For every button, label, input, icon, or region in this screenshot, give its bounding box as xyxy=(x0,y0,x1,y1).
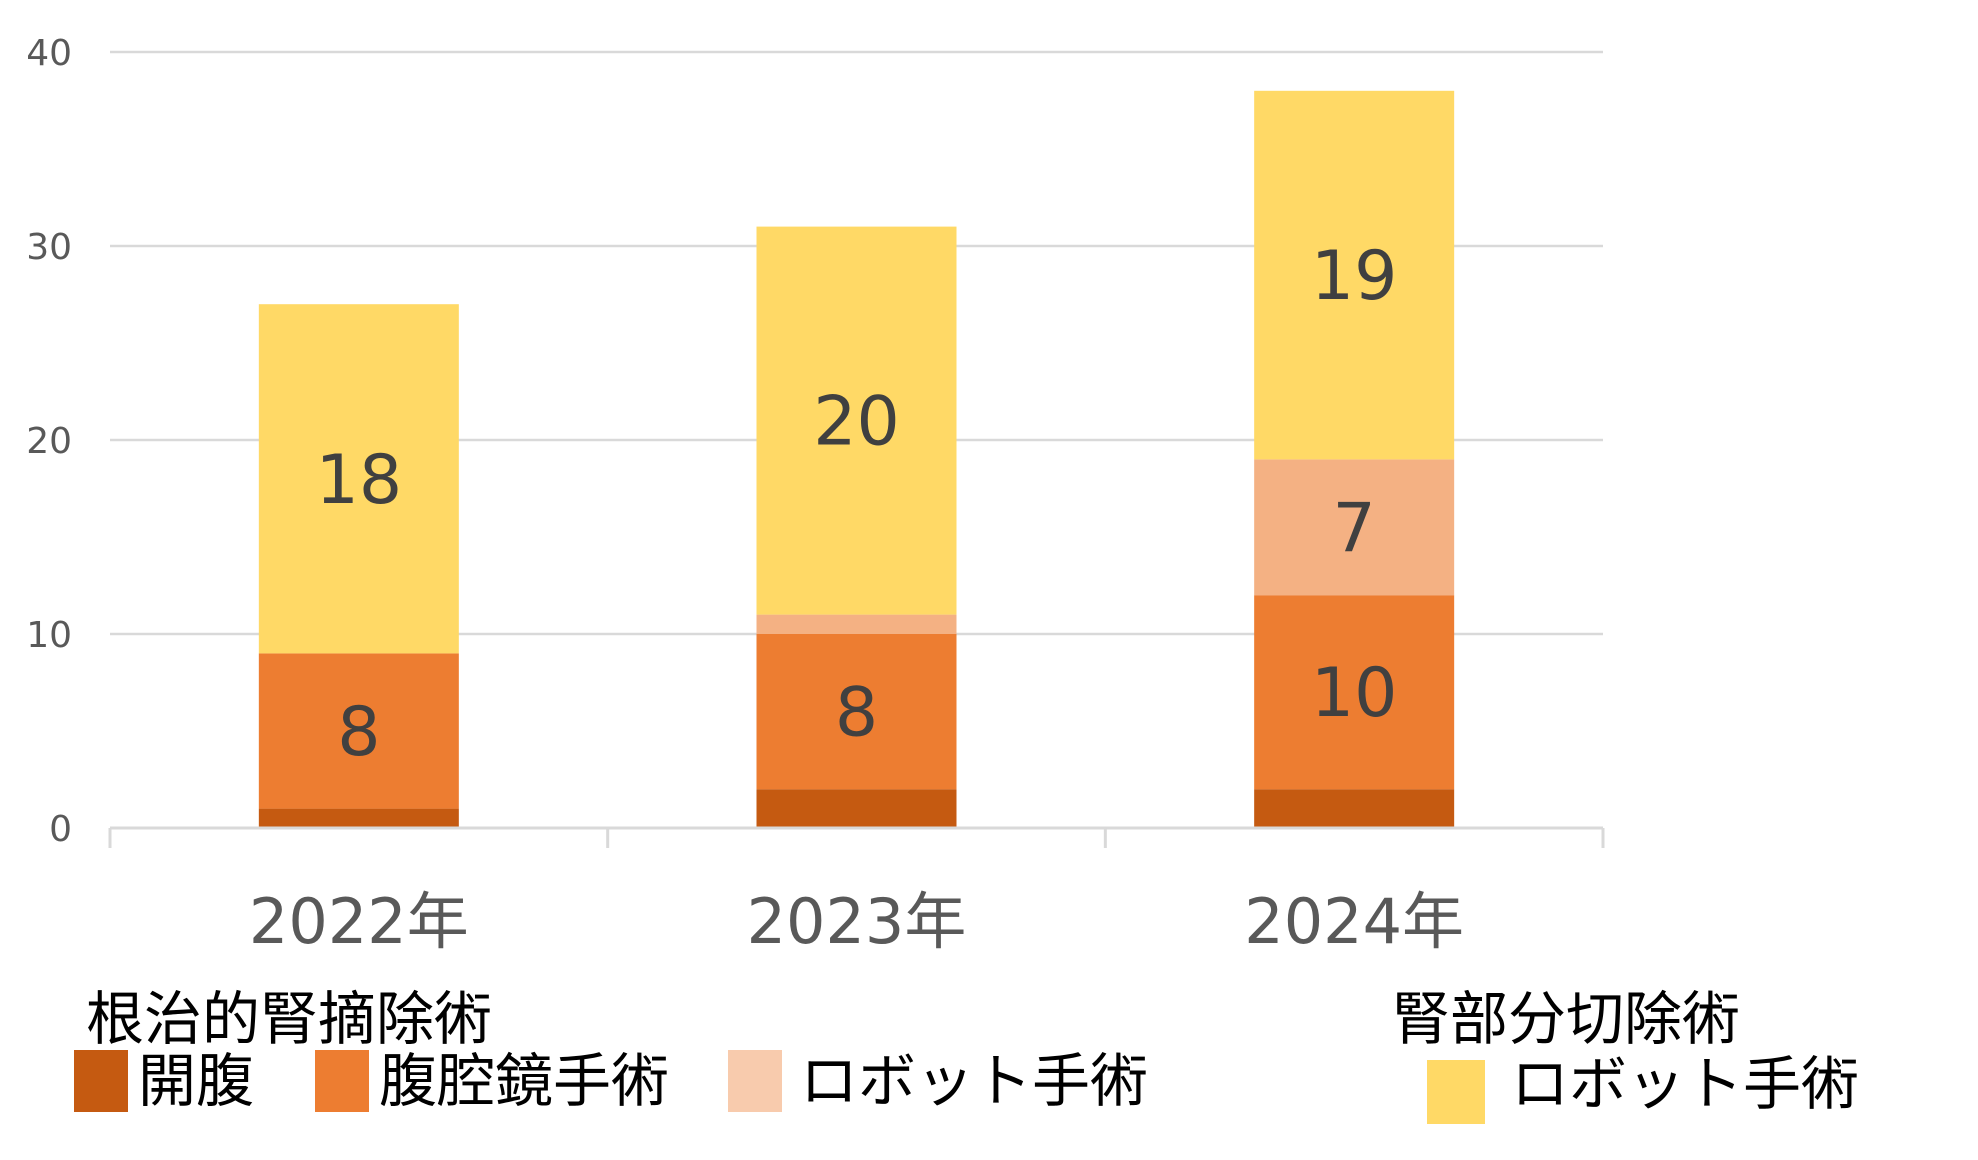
bar-segment xyxy=(258,808,459,828)
legend-swatch xyxy=(1427,1060,1485,1124)
data-label: 7 xyxy=(1333,489,1376,568)
legend-item-label: 開腹 xyxy=(138,1047,255,1115)
y-tick-label: 0 xyxy=(49,809,72,850)
legend-group-radical-nephrectomy: 根治的腎摘除術 xyxy=(86,990,492,1048)
x-tick-label: 2024年 xyxy=(1244,885,1464,958)
legend-item-open[interactable]: 開腹 xyxy=(74,1050,315,1112)
bar-segment xyxy=(258,653,459,809)
bar-segment xyxy=(756,614,957,634)
bar-segment xyxy=(756,226,957,615)
legend-item-label: ロボット手術 xyxy=(800,1047,1149,1115)
y-axis-ticks: 0 10 20 30 40 xyxy=(26,33,72,850)
legend-swatch xyxy=(728,1050,782,1112)
legend-swatch xyxy=(74,1050,128,1112)
legend-item-label: 腹腔鏡手術 xyxy=(379,1047,670,1115)
data-label: 10 xyxy=(1311,654,1398,733)
x-tick-label: 2023年 xyxy=(747,885,967,958)
legend-group-partial-nephrectomy: 腎部分切除術 xyxy=(1392,990,1740,1048)
legend-group-title: 腎部分切除術 xyxy=(1392,985,1741,1053)
legend-item-robotic-partial[interactable]: ロボット手術 xyxy=(1427,1055,1859,1124)
y-tick-label: 10 xyxy=(26,615,72,656)
legend-row-partial-nephrectomy: ロボット手術 xyxy=(1427,1055,1859,1124)
bar-segment xyxy=(258,304,459,654)
x-tick-label: 2022年 xyxy=(249,885,469,958)
bar-segment xyxy=(1254,595,1455,790)
bar-segment xyxy=(756,789,957,828)
legend-item-laparoscopic[interactable]: 腹腔鏡手術 xyxy=(315,1050,728,1112)
legend-group-title: 根治的腎摘除術 xyxy=(86,985,493,1053)
legend-item-robotic-radical[interactable]: ロボット手術 xyxy=(728,1050,1148,1112)
data-label: 8 xyxy=(835,674,878,753)
data-label: 18 xyxy=(316,441,403,520)
y-tick-label: 30 xyxy=(26,227,72,268)
data-label: 19 xyxy=(1311,237,1398,316)
legend-item-label: ロボット手術 xyxy=(1511,1050,1860,1118)
bar-segment xyxy=(1254,789,1455,828)
bar-segment xyxy=(1254,459,1455,596)
legend-swatch xyxy=(315,1050,369,1112)
data-label: 8 xyxy=(337,693,380,772)
legend-row-radical-nephrectomy: 開腹 腹腔鏡手術 ロボット手術 xyxy=(74,1050,1148,1112)
bars xyxy=(258,90,1455,828)
y-tick-label: 20 xyxy=(26,421,72,462)
bar-segment xyxy=(756,634,957,790)
bar-segment xyxy=(1254,90,1455,460)
x-axis: 2022年 2023年 2024年 xyxy=(108,826,1605,958)
data-label: 20 xyxy=(813,383,900,462)
data-labels: 8 18 8 20 10 7 19 xyxy=(316,237,1398,772)
y-tick-label: 40 xyxy=(26,33,72,74)
